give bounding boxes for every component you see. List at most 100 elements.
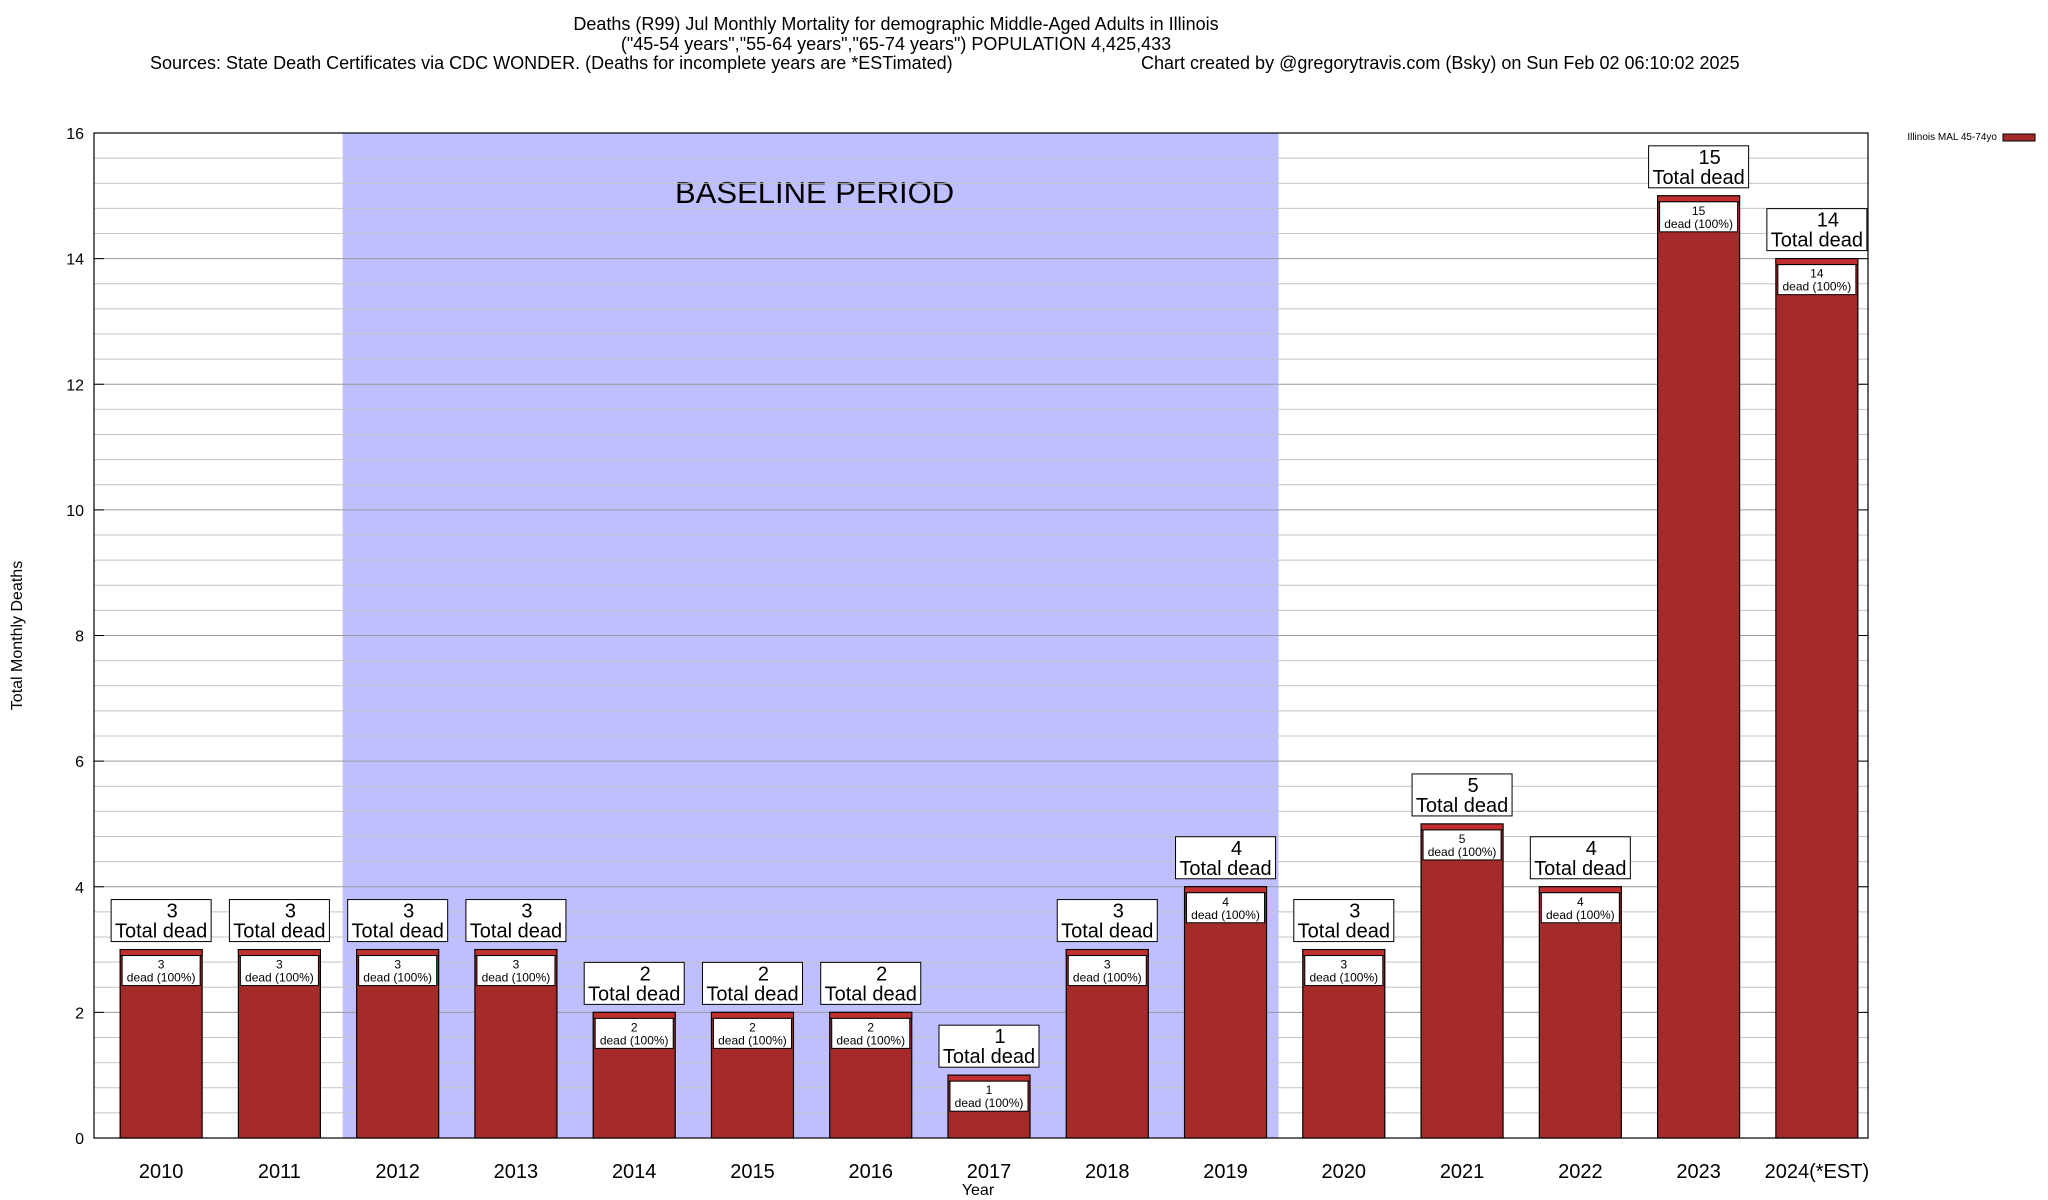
y-tick-label: 6 <box>75 754 84 771</box>
total-label-box <box>701 961 803 1005</box>
total-dead-label: Total dead <box>1298 921 1390 943</box>
segment-percent-label: dead (100%) <box>1664 217 1733 231</box>
bar <box>1538 886 1622 1139</box>
segment-value-label: 15 <box>1692 204 1706 218</box>
segment-label-box <box>831 1017 911 1049</box>
segment-value-label: 3 <box>158 958 165 972</box>
total-dead-label: Total dead <box>115 921 207 943</box>
bar <box>1183 886 1268 1139</box>
y-tick-label: 8 <box>75 629 84 646</box>
bar-top-strip <box>829 1011 913 1019</box>
bar <box>1656 195 1741 1139</box>
y-tick-label: 10 <box>66 503 84 520</box>
total-value-label: 2 <box>640 963 651 985</box>
segment-label-box <box>1422 829 1502 861</box>
total-label-box <box>583 961 685 1005</box>
total-label-box <box>465 899 567 943</box>
bar-top-strip <box>1775 258 1859 266</box>
segment-label-box <box>1659 201 1739 233</box>
bar-top-strip <box>1184 886 1268 894</box>
total-value-label: 1 <box>994 1026 1005 1048</box>
x-tick-label: 2017 <box>967 1161 1012 1183</box>
segment-label-box <box>1540 892 1620 924</box>
total-dead-label: Total dead <box>470 921 562 943</box>
total-value-label: 3 <box>167 901 178 923</box>
bar-top-strip <box>474 949 558 957</box>
segment-value-label: 3 <box>513 958 520 972</box>
chart-subtitle: ("45-54 years","55-64 years","65-74 year… <box>620 34 1172 54</box>
x-tick-label: 2024(*EST) <box>1765 1161 1870 1183</box>
total-value-label: 14 <box>1817 210 1839 232</box>
total-value-label: 3 <box>1349 901 1360 923</box>
y-tick-label: 14 <box>66 252 84 269</box>
bar-top-strip <box>1657 195 1741 203</box>
segment-label-box <box>1067 955 1147 987</box>
total-value-label: 3 <box>285 901 296 923</box>
x-tick-label: 2018 <box>1085 1161 1130 1183</box>
total-dead-label: Total dead <box>1061 921 1153 943</box>
segment-percent-label: dead (100%) <box>1073 971 1142 985</box>
legend-swatch <box>2002 133 2036 142</box>
x-tick-label: 2014 <box>612 1161 657 1183</box>
total-dead-label: Total dead <box>943 1046 1035 1068</box>
segment-label-box <box>239 955 319 987</box>
segment-value-label: 4 <box>1577 895 1584 909</box>
bar-top-strip <box>1065 949 1149 957</box>
baseline-period-label: BASELINE PERIOD <box>675 175 954 210</box>
total-value-label: 4 <box>1586 838 1597 860</box>
bar-top-strip <box>119 949 203 957</box>
segment-percent-label: dead (100%) <box>1309 971 1378 985</box>
x-axis-label: Year <box>962 1182 995 1199</box>
bar-top-strip <box>1538 886 1622 894</box>
total-label-box <box>347 899 449 943</box>
segment-percent-label: dead (100%) <box>1783 280 1852 294</box>
segment-value-label: 3 <box>1340 958 1347 972</box>
total-label-box <box>1766 208 1868 252</box>
segment-label-box <box>712 1017 792 1049</box>
total-label-box <box>1529 836 1631 880</box>
segment-label-box <box>1304 955 1384 987</box>
y-tick-label: 2 <box>75 1005 84 1022</box>
total-dead-label: Total dead <box>588 983 680 1005</box>
total-label-box <box>1056 899 1158 943</box>
segment-value-label: 2 <box>631 1020 638 1034</box>
legend-label: Illinois MAL 45-74yo <box>1907 132 1997 143</box>
total-label-box <box>1648 145 1750 189</box>
total-dead-label: Total dead <box>233 921 325 943</box>
segment-label-box <box>1186 892 1266 924</box>
y-tick-label: 12 <box>66 377 84 394</box>
bar-top-strip <box>237 949 321 957</box>
segment-percent-label: dead (100%) <box>1191 908 1260 922</box>
segment-label-box <box>949 1080 1029 1112</box>
segment-label-box <box>1777 264 1857 296</box>
total-dead-label: Total dead <box>1179 858 1271 880</box>
segment-percent-label: dead (100%) <box>600 1033 669 1047</box>
total-dead-label: Total dead <box>1416 795 1508 817</box>
y-tick-label: 16 <box>66 126 84 143</box>
x-tick-label: 2021 <box>1440 1161 1485 1183</box>
x-tick-label: 2020 <box>1322 1161 1367 1183</box>
segment-value-label: 14 <box>1810 267 1824 281</box>
total-label-box <box>1175 836 1277 880</box>
total-dead-label: Total dead <box>1771 230 1863 252</box>
segment-percent-label: dead (100%) <box>1546 908 1615 922</box>
total-value-label: 15 <box>1698 147 1720 169</box>
x-tick-label: 2012 <box>375 1161 420 1183</box>
bar-top-strip <box>1302 949 1386 957</box>
chart-credit: Chart created by @gregorytravis.com (Bsk… <box>1141 53 1740 73</box>
segment-percent-label: dead (100%) <box>363 971 432 985</box>
total-label-box <box>938 1024 1040 1068</box>
segment-label-box <box>121 955 201 987</box>
total-value-label: 5 <box>1468 775 1479 797</box>
segment-value-label: 4 <box>1222 895 1229 909</box>
total-value-label: 2 <box>876 963 887 985</box>
total-value-label: 3 <box>1113 901 1124 923</box>
segment-value-label: 1 <box>986 1083 993 1097</box>
total-label-box <box>1411 773 1513 817</box>
bar <box>1775 258 1859 1139</box>
bar <box>1420 823 1504 1139</box>
segment-percent-label: dead (100%) <box>1428 845 1497 859</box>
segment-value-label: 2 <box>749 1020 756 1034</box>
segment-value-label: 3 <box>1104 958 1111 972</box>
